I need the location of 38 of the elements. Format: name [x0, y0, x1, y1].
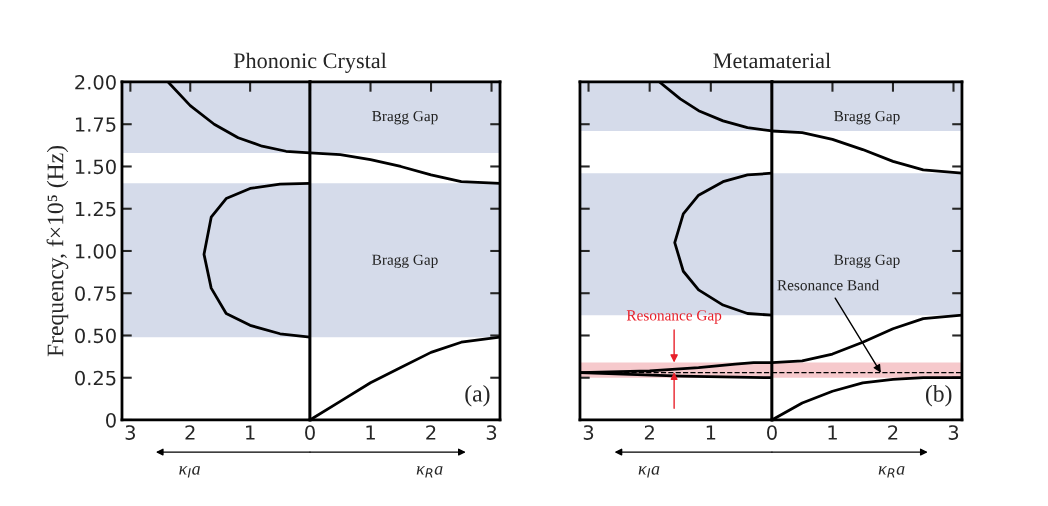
- annotation: Bragg Gap: [834, 254, 900, 269]
- chart-title: Phononic Crystal: [233, 52, 387, 73]
- x-tick-label: 1: [706, 425, 716, 440]
- annotation: Bragg Gap: [372, 254, 438, 269]
- x-tick-label: 3: [583, 425, 594, 440]
- y-tick-label: 0.75: [75, 286, 116, 301]
- x-axis-title: κ$_{I}$a: [179, 466, 200, 478]
- annotation: Bragg Gap: [372, 110, 438, 125]
- x-tick-label: 2: [426, 425, 436, 440]
- y-tick-label: 0.25: [75, 370, 116, 386]
- x-axis-title: κ$_{R}$a: [878, 466, 905, 478]
- annotation: Resonance Gap: [626, 310, 722, 324]
- x-tick-label: 1: [366, 425, 375, 440]
- x-tick-label: 1: [828, 425, 837, 440]
- annotation: (b): [925, 385, 952, 407]
- x-axis-title: κ$_{I}$a: [638, 466, 660, 478]
- x-tick-label: 3: [486, 425, 497, 440]
- y-axis-title: Frequency, f×10⁵ (Hz): [46, 145, 69, 357]
- x-tick-label: 0: [767, 425, 777, 440]
- x-tick-label: 3: [948, 425, 959, 440]
- y-tick-label: 1.50: [75, 159, 116, 175]
- y-tick-label: 1.25: [75, 201, 116, 217]
- x-axis-title: κ$_{R}$a: [416, 466, 443, 478]
- x-tick-label: 1: [246, 425, 255, 440]
- y-tick-label: 0.50: [75, 328, 116, 344]
- x-tick-label: 2: [888, 425, 898, 440]
- y-tick-label: 0: [106, 412, 116, 428]
- y-tick-label: 2.00: [75, 74, 116, 90]
- x-tick-label: 2: [644, 425, 654, 440]
- x-tick-label: 2: [185, 425, 195, 440]
- chart-title: Metamaterial: [713, 52, 831, 69]
- x-tick-label: 0: [305, 425, 315, 440]
- annotation: Resonance Band: [777, 279, 880, 291]
- y-tick-label: 1.00: [75, 243, 116, 259]
- x-tick-label: 3: [125, 425, 135, 440]
- annotation: Bragg Gap: [834, 110, 900, 125]
- y-tick-label: 1.75: [75, 117, 116, 132]
- annotation: (a): [465, 385, 490, 407]
